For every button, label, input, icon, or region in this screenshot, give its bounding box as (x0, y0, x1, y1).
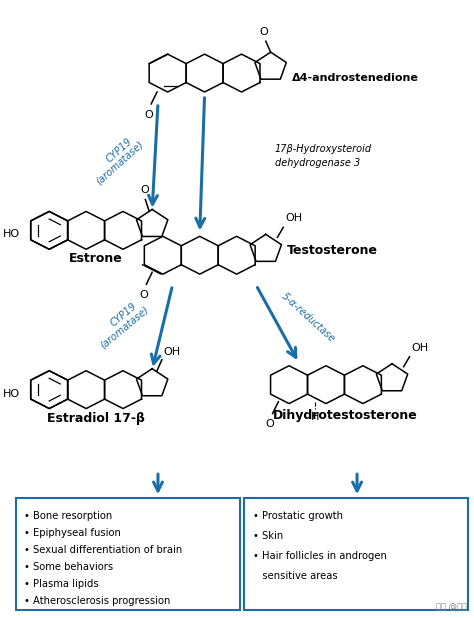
Text: Estradiol 17-β: Estradiol 17-β (47, 412, 145, 425)
Text: 17β-Hydroxysteroid: 17β-Hydroxysteroid (274, 144, 372, 154)
Text: Dihydrotestosterone: Dihydrotestosterone (273, 408, 418, 421)
Text: Testosterone: Testosterone (287, 243, 378, 256)
Text: • Skin: • Skin (253, 531, 283, 541)
Text: OH: OH (411, 343, 428, 353)
Text: OH: OH (164, 347, 181, 357)
Text: • Bone resorption: • Bone resorption (24, 511, 112, 521)
Text: O: O (259, 27, 268, 37)
FancyBboxPatch shape (245, 498, 468, 609)
Text: 5-α-reductase: 5-α-reductase (280, 291, 337, 345)
Text: CYP19: CYP19 (109, 301, 139, 329)
Text: OH: OH (285, 213, 302, 223)
Text: • Plasma lipids: • Plasma lipids (24, 579, 99, 589)
Text: H: H (311, 412, 319, 421)
Text: Estrone: Estrone (69, 252, 123, 265)
Text: • Atherosclerosis progression: • Atherosclerosis progression (24, 596, 170, 606)
Text: dehydrogenase 3: dehydrogenase 3 (274, 158, 360, 167)
Text: O: O (140, 185, 149, 195)
Text: O: O (144, 110, 153, 120)
Text: sensitive areas: sensitive areas (253, 571, 338, 581)
FancyBboxPatch shape (16, 498, 239, 609)
Text: • Hair follicles in androgen: • Hair follicles in androgen (253, 551, 387, 561)
Text: 知乎 @思逸: 知乎 @思逸 (436, 602, 467, 611)
Text: (aromatase): (aromatase) (98, 304, 150, 350)
Text: O: O (265, 418, 274, 429)
Text: • Some behaviors: • Some behaviors (24, 562, 113, 572)
Text: HO: HO (3, 229, 20, 239)
Text: • Sexual differentiation of brain: • Sexual differentiation of brain (24, 545, 182, 555)
Text: Δ4-androstenedione: Δ4-androstenedione (292, 73, 419, 83)
Text: CYP19: CYP19 (104, 137, 134, 165)
Text: • Epiphyseal fusion: • Epiphyseal fusion (24, 528, 121, 538)
Text: (aromatase): (aromatase) (93, 139, 145, 187)
Text: O: O (139, 290, 148, 300)
Text: HO: HO (3, 389, 20, 399)
Text: • Prostatic growth: • Prostatic growth (253, 511, 343, 521)
